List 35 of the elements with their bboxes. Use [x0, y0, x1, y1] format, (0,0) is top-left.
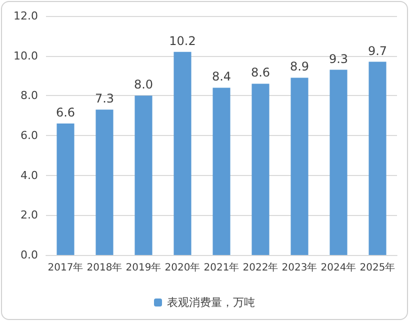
y-tick-label: 4.0	[20, 168, 38, 182]
legend-label: 表观消费量，万吨	[167, 296, 255, 309]
text: 7.3	[94, 92, 114, 106]
text: 9.7	[368, 44, 388, 58]
bar	[96, 110, 114, 255]
text: 10.2	[169, 34, 196, 48]
x-tick-label: 2020年	[164, 262, 200, 274]
y-tick-label: 0.0	[20, 248, 38, 262]
bar	[212, 88, 230, 255]
x-tick-label: 2019年	[126, 262, 162, 274]
bar	[56, 124, 74, 255]
y-tick-label: 12.0	[14, 10, 38, 22]
x-tick-label: 2025年	[360, 262, 396, 274]
bar	[252, 84, 270, 255]
text: 8.0	[134, 78, 154, 92]
text: 8.4	[212, 70, 232, 84]
text: 8.9	[290, 60, 310, 74]
x-tick-label: 2024年	[320, 262, 356, 274]
bar	[134, 96, 152, 255]
y-tick-label: 10.0	[14, 49, 38, 62]
x-tick-label: 2021年	[204, 262, 240, 274]
x-tick-label: 2022年	[242, 262, 278, 274]
y-tick-label: 6.0	[20, 129, 38, 142]
x-tick-label: 2018年	[86, 262, 122, 274]
x-tick-label: 2017年	[48, 262, 84, 274]
bar	[368, 62, 386, 255]
text: 9.3	[328, 52, 348, 66]
bar	[330, 70, 348, 255]
x-tick-label: 2023年	[282, 262, 318, 274]
text: 6.6	[56, 106, 76, 120]
text: 8.6	[250, 66, 270, 80]
y-tick-label: 2.0	[20, 208, 38, 222]
y-tick-label: 8.0	[20, 89, 38, 102]
bar	[290, 78, 308, 255]
bar	[174, 52, 192, 255]
